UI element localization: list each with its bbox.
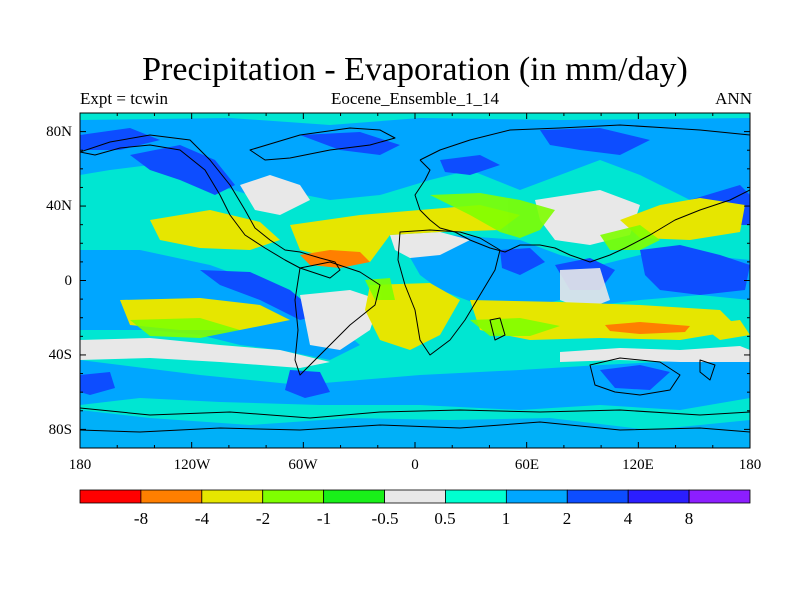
- contour-field: [80, 113, 750, 448]
- lat-label-40n: 40N: [46, 198, 72, 214]
- contour-minus-4-band: [300, 250, 690, 334]
- cb-label: -0.5: [372, 509, 399, 528]
- cb-label: 0.5: [434, 509, 455, 528]
- coastlines: [80, 124, 750, 433]
- cb-label: -4: [195, 509, 210, 528]
- colorbar-swatch: [505, 489, 568, 504]
- axis-ticks: [79, 112, 751, 449]
- cb-label: 1: [502, 509, 511, 528]
- lon-label-120w: 120W: [174, 457, 212, 473]
- lon-label-120e: 120E: [622, 457, 654, 473]
- longitude-labels: 180 120W 60W 0 60E 120E 180: [69, 457, 762, 473]
- colorbar-labels: -8 -4 -2 -1 -0.5 0.5 1 2 4 8: [134, 509, 693, 528]
- cb-label: 4: [624, 509, 633, 528]
- colorbar-swatch: [384, 489, 446, 504]
- lat-label-0: 0: [65, 273, 73, 289]
- lat-label-40s: 40S: [49, 347, 72, 363]
- lat-label-80s: 80S: [49, 422, 72, 438]
- cb-label: -1: [317, 509, 331, 528]
- colorbar-swatch: [627, 489, 690, 504]
- lat-label-80n: 80N: [46, 124, 72, 140]
- latitude-labels: 80N 40N 0 40S 80S: [46, 124, 72, 438]
- colorbar-swatch: [323, 489, 385, 504]
- colorbar-swatch: [445, 489, 507, 504]
- ensemble-label: Eocene_Ensemble_1_14: [330, 89, 500, 108]
- lon-label-60e: 60E: [515, 457, 539, 473]
- lon-label-180w: 180: [69, 457, 92, 473]
- colorbar-swatch: [140, 489, 203, 504]
- cb-label: -2: [256, 509, 270, 528]
- colorbar-swatch: [201, 489, 264, 504]
- lon-label-0: 0: [411, 457, 419, 473]
- colorbar-swatch: [79, 489, 142, 504]
- map-title: Precipitation - Evaporation (in mm/day): [142, 51, 688, 88]
- contour-minus-1-band: [130, 193, 660, 338]
- season-label: ANN: [715, 89, 752, 108]
- lon-label-180e: 180: [739, 457, 762, 473]
- colorbar: [79, 489, 751, 504]
- experiment-label: Expt = tcwin: [80, 89, 168, 108]
- colorbar-swatch: [262, 489, 325, 504]
- colorbar-swatch: [688, 489, 751, 504]
- cb-label: -8: [134, 509, 148, 528]
- cb-label: 8: [685, 509, 694, 528]
- colorbar-swatch: [566, 489, 629, 504]
- lon-label-60w: 60W: [288, 457, 318, 473]
- cb-label: 2: [563, 509, 572, 528]
